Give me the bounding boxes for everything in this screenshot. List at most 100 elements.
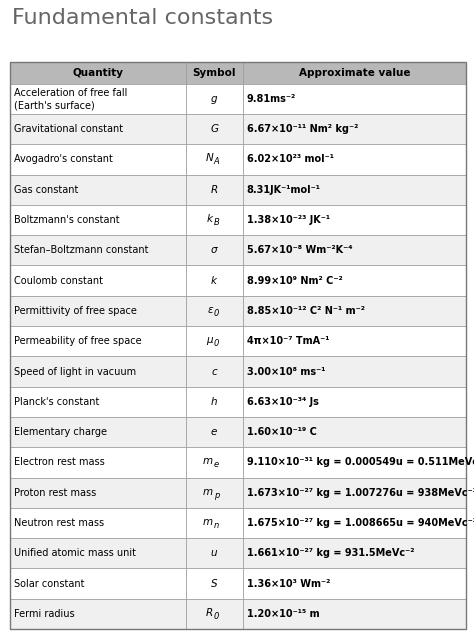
Bar	[243, 387, 466, 417]
Text: Planck's constant: Planck's constant	[14, 397, 100, 407]
Text: Symbol: Symbol	[192, 68, 236, 78]
Bar	[10, 144, 185, 175]
Bar	[185, 205, 243, 235]
Text: Permittivity of free space: Permittivity of free space	[14, 306, 137, 316]
Bar	[243, 205, 466, 235]
Bar	[243, 568, 466, 599]
Text: 1.38×10⁻²³ JK⁻¹: 1.38×10⁻²³ JK⁻¹	[246, 215, 330, 225]
Bar	[243, 265, 466, 296]
Text: Fundamental constants: Fundamental constants	[12, 8, 273, 28]
Text: Proton rest mass: Proton rest mass	[14, 488, 96, 498]
Bar	[185, 478, 243, 508]
Text: 9.81ms⁻²: 9.81ms⁻²	[246, 94, 296, 104]
Bar	[185, 538, 243, 568]
Text: S: S	[211, 578, 218, 589]
Text: 6.02×10²³ mol⁻¹: 6.02×10²³ mol⁻¹	[246, 154, 334, 164]
Bar	[243, 296, 466, 326]
Bar	[10, 114, 185, 144]
Bar	[10, 84, 185, 114]
Bar	[185, 417, 243, 447]
Text: 4π×10⁻⁷ TmA⁻¹: 4π×10⁻⁷ TmA⁻¹	[246, 336, 329, 346]
Text: u: u	[211, 548, 218, 558]
Text: 1.673×10⁻²⁷ kg = 1.007276u = 938MeVc⁻²: 1.673×10⁻²⁷ kg = 1.007276u = 938MeVc⁻²	[246, 488, 474, 498]
Bar	[10, 508, 185, 538]
Bar	[243, 144, 466, 175]
Text: 3.00×10⁸ ms⁻¹: 3.00×10⁸ ms⁻¹	[246, 366, 325, 377]
Bar	[243, 84, 466, 114]
Text: μ: μ	[207, 335, 213, 345]
Bar	[10, 296, 185, 326]
Bar	[185, 599, 243, 629]
Text: m: m	[203, 486, 213, 497]
Text: Gas constant: Gas constant	[14, 185, 78, 195]
Bar	[10, 265, 185, 296]
Bar	[243, 62, 466, 84]
Text: Fermi radius: Fermi radius	[14, 609, 74, 619]
Bar	[243, 114, 466, 144]
Bar	[10, 538, 185, 568]
Bar	[243, 175, 466, 205]
Text: Coulomb constant: Coulomb constant	[14, 276, 103, 286]
Text: ε: ε	[208, 305, 213, 315]
Text: 6.67×10⁻¹¹ Nm² kg⁻²: 6.67×10⁻¹¹ Nm² kg⁻²	[246, 124, 358, 134]
Bar	[10, 599, 185, 629]
Bar	[10, 356, 185, 387]
Text: Elementary charge: Elementary charge	[14, 427, 107, 437]
Text: 1.661×10⁻²⁷ kg = 931.5MeVc⁻²: 1.661×10⁻²⁷ kg = 931.5MeVc⁻²	[246, 548, 414, 558]
Text: 0: 0	[214, 309, 219, 318]
Bar	[243, 356, 466, 387]
Bar	[10, 235, 185, 265]
Text: Approximate value: Approximate value	[299, 68, 410, 78]
Bar	[10, 62, 185, 84]
Bar	[185, 84, 243, 114]
Bar	[185, 235, 243, 265]
Text: Quantity: Quantity	[72, 68, 123, 78]
Text: Solar constant: Solar constant	[14, 578, 84, 589]
Bar	[185, 326, 243, 356]
Text: R: R	[210, 185, 218, 195]
Bar	[185, 356, 243, 387]
Text: 6.63×10⁻³⁴ Js: 6.63×10⁻³⁴ Js	[246, 397, 319, 407]
Bar	[10, 417, 185, 447]
Text: A: A	[214, 157, 219, 166]
Text: 1.675×10⁻²⁷ kg = 1.008665u = 940MeVc⁻²: 1.675×10⁻²⁷ kg = 1.008665u = 940MeVc⁻²	[246, 518, 474, 528]
Text: 1.36×10³ Wm⁻²: 1.36×10³ Wm⁻²	[246, 578, 330, 589]
Bar	[243, 326, 466, 356]
Bar	[10, 205, 185, 235]
Bar	[243, 478, 466, 508]
Bar	[243, 417, 466, 447]
Text: Gravitational constant: Gravitational constant	[14, 124, 123, 134]
Text: 5.67×10⁻⁸ Wm⁻²K⁻⁴: 5.67×10⁻⁸ Wm⁻²K⁻⁴	[246, 245, 352, 255]
Bar	[185, 447, 243, 478]
Text: k: k	[207, 214, 213, 224]
Text: 9.110×10⁻³¹ kg = 0.000549u = 0.511MeVc⁻²: 9.110×10⁻³¹ kg = 0.000549u = 0.511MeVc⁻²	[246, 457, 474, 467]
Text: 1.20×10⁻¹⁵ m: 1.20×10⁻¹⁵ m	[246, 609, 319, 619]
Bar	[185, 296, 243, 326]
Bar	[10, 568, 185, 599]
Text: σ: σ	[211, 245, 218, 255]
Text: Neutron rest mass: Neutron rest mass	[14, 518, 104, 528]
Text: k: k	[211, 276, 217, 286]
Text: 1.60×10⁻¹⁹ C: 1.60×10⁻¹⁹ C	[246, 427, 317, 437]
Text: 8.85×10⁻¹² C² N⁻¹ m⁻²: 8.85×10⁻¹² C² N⁻¹ m⁻²	[246, 306, 365, 316]
Text: 8.99×10⁹ Nm² C⁻²: 8.99×10⁹ Nm² C⁻²	[246, 276, 342, 286]
Text: e: e	[214, 460, 219, 469]
Bar	[243, 599, 466, 629]
Bar	[185, 114, 243, 144]
Text: Acceleration of free fall
(Earth's surface): Acceleration of free fall (Earth's surfa…	[14, 88, 128, 110]
Text: Avogadro's constant: Avogadro's constant	[14, 154, 113, 164]
Text: R: R	[206, 608, 213, 618]
Text: m: m	[203, 517, 213, 527]
Text: B: B	[214, 218, 219, 227]
Text: N: N	[205, 154, 213, 163]
Text: Electron rest mass: Electron rest mass	[14, 457, 105, 467]
Bar	[185, 387, 243, 417]
Text: G: G	[210, 124, 218, 134]
Bar	[185, 175, 243, 205]
Text: Unified atomic mass unit: Unified atomic mass unit	[14, 548, 136, 558]
Bar	[243, 538, 466, 568]
Text: 0: 0	[214, 339, 219, 348]
Text: h: h	[211, 397, 218, 407]
Bar	[243, 447, 466, 478]
Bar	[10, 175, 185, 205]
